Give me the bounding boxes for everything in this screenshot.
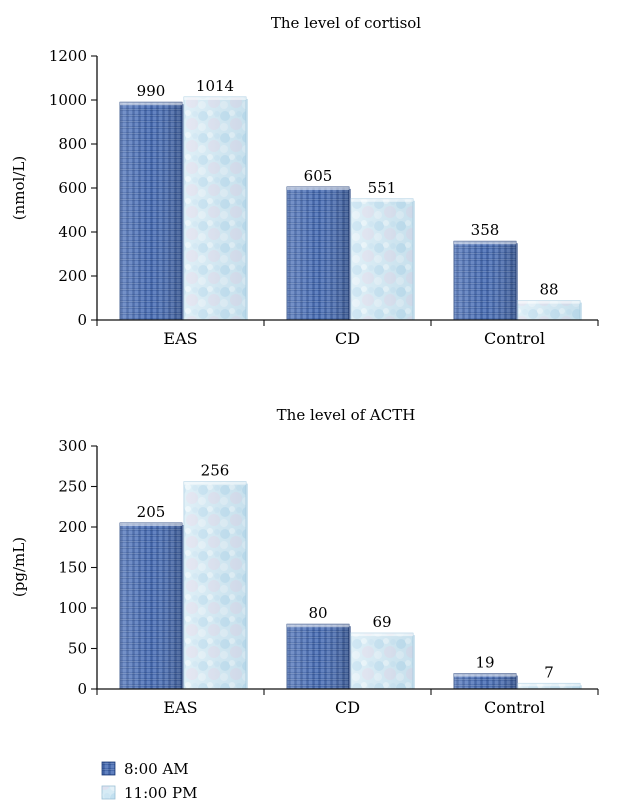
y-tick-label: 100 xyxy=(58,599,87,617)
bar-side xyxy=(579,685,582,689)
bar-top-highlight xyxy=(454,673,516,677)
y-tick-label: 1200 xyxy=(49,47,87,65)
category-label-cd: CD xyxy=(335,329,360,348)
bar-top-highlight xyxy=(351,198,413,202)
bar-top-highlight xyxy=(287,624,349,628)
acth-chart: The level of ACTH (pg/mL) 0 50 100 150 200 25… xyxy=(10,406,599,717)
data-label-am-eas: 990 xyxy=(137,82,166,100)
data-label-pm-control: 88 xyxy=(539,281,558,299)
legend-swatch-pm xyxy=(101,785,116,800)
bar-top-highlight xyxy=(120,102,182,106)
data-label-pm-cd: 551 xyxy=(368,179,397,197)
data-labels: 205 256 80 69 19 7 xyxy=(137,462,554,682)
bar-top-highlight xyxy=(184,481,246,485)
bar-shading xyxy=(454,673,516,689)
bar-shading xyxy=(287,624,349,689)
bar-side xyxy=(412,635,415,689)
y-tick-label: 150 xyxy=(58,559,87,577)
category-label-eas: EAS xyxy=(163,698,197,717)
bar-side xyxy=(579,302,582,320)
y-tick-label: 0 xyxy=(77,680,87,698)
y-tick-label: 200 xyxy=(58,518,87,536)
bar-side xyxy=(412,200,415,320)
bar-top-highlight xyxy=(120,522,182,526)
y-tick-label: 400 xyxy=(58,223,87,241)
y-tick-label: 50 xyxy=(68,640,87,658)
data-label-pm-control: 7 xyxy=(544,663,554,681)
bar-shading xyxy=(120,102,182,320)
bar-shading xyxy=(454,241,516,320)
chart-title: The level of cortisol xyxy=(271,14,421,32)
data-label-am-eas: 205 xyxy=(137,503,166,521)
category-label-control: Control xyxy=(484,698,545,717)
bars xyxy=(119,481,582,690)
legend: 8:00 AM 11:00 PM xyxy=(101,760,197,802)
bar-shading xyxy=(518,300,580,320)
bar-shading xyxy=(184,96,246,320)
bar-side xyxy=(245,483,248,689)
bar-side xyxy=(348,626,351,689)
bar-top-highlight xyxy=(454,241,516,245)
bar-shading xyxy=(351,633,413,689)
y-tick-label: 800 xyxy=(58,135,87,153)
category-labels: EAS CD Control xyxy=(163,698,545,717)
bar-shading xyxy=(184,481,246,689)
bar-top-highlight xyxy=(518,300,580,304)
y-tick-label: 200 xyxy=(58,267,87,285)
category-label-control: Control xyxy=(484,329,545,348)
y-tick-label: 250 xyxy=(58,478,87,496)
data-labels: 990 1014 605 551 358 88 xyxy=(137,77,559,299)
category-label-eas: EAS xyxy=(163,329,197,348)
bar-side xyxy=(348,188,351,320)
bar-top-highlight xyxy=(287,186,349,190)
y-tick-label: 300 xyxy=(58,437,87,455)
data-label-am-control: 358 xyxy=(471,221,500,239)
category-label-cd: CD xyxy=(335,698,360,717)
category-labels: EAS CD Control xyxy=(163,329,545,348)
bars xyxy=(119,96,582,321)
y-ticks: 0 50 100 150 200 250 300 xyxy=(58,437,599,698)
bar-side xyxy=(245,98,248,320)
y-tick-label: 1000 xyxy=(49,91,87,109)
legend-label-am: 8:00 AM xyxy=(124,760,189,778)
data-label-am-cd: 80 xyxy=(308,604,327,622)
data-label-pm-eas: 1014 xyxy=(196,77,234,95)
bar-side xyxy=(181,524,184,689)
cortisol-chart: The level of cortisol (nmol/L) 0 200 400 60… xyxy=(10,14,599,348)
data-label-pm-eas: 256 xyxy=(201,462,230,480)
y-axis-label: (nmol/L) xyxy=(10,156,28,220)
bar-side xyxy=(515,675,518,689)
y-axis-label: (pg/mL) xyxy=(10,537,28,597)
y-tick-label: 0 xyxy=(77,311,87,329)
data-label-am-control: 19 xyxy=(475,654,494,672)
bar-shading xyxy=(120,522,182,689)
data-label-pm-cd: 69 xyxy=(372,613,391,631)
bar-top-highlight xyxy=(184,96,246,100)
bar-top-highlight xyxy=(351,633,413,637)
bar-shading xyxy=(351,198,413,320)
bar-side xyxy=(515,243,518,320)
y-ticks: 0 200 400 600 800 1000 1200 xyxy=(49,47,599,329)
legend-label-pm: 11:00 PM xyxy=(124,784,197,802)
bar-side xyxy=(181,104,184,320)
data-label-am-cd: 605 xyxy=(304,167,333,185)
y-tick-label: 600 xyxy=(58,179,87,197)
legend-swatch-am xyxy=(101,761,116,776)
legend-item-pm: 11:00 PM xyxy=(101,784,197,802)
bar-top-highlight xyxy=(518,683,580,687)
legend-item-am: 8:00 AM xyxy=(101,760,189,778)
chart-title: The level of ACTH xyxy=(277,406,416,424)
bar-shading xyxy=(287,186,349,320)
